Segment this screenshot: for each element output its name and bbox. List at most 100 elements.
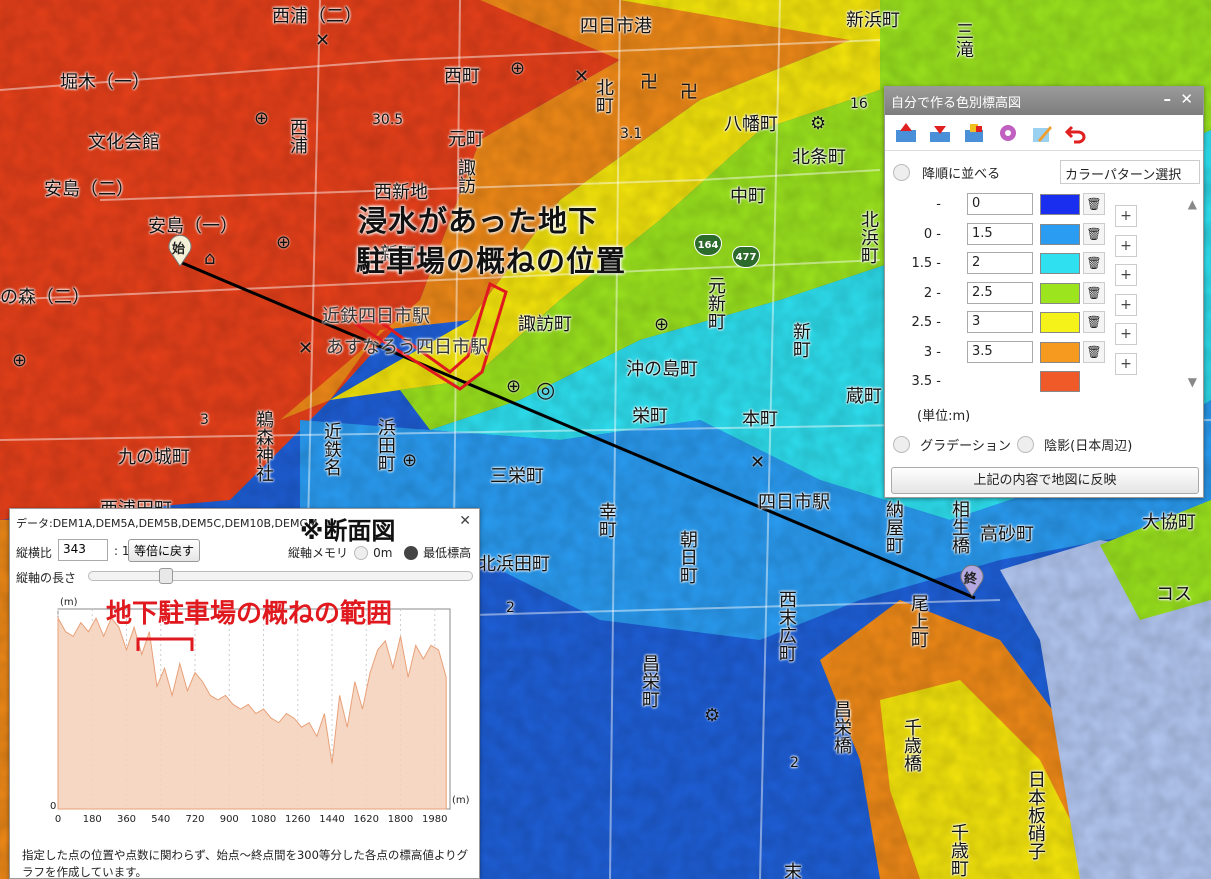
place-label: 北町 bbox=[593, 78, 614, 114]
place-label: 幸町 bbox=[596, 502, 617, 538]
legend-color-swatch[interactable] bbox=[1040, 341, 1080, 363]
station-label: あすなろう四日市駅 bbox=[326, 337, 488, 358]
place-label: 千歳橋 bbox=[901, 718, 922, 772]
x-tick-label: 0 bbox=[55, 814, 61, 825]
place-label: 本町 bbox=[742, 409, 778, 430]
place-label: の森（二） bbox=[0, 287, 90, 308]
place-label: 三栄町 bbox=[490, 466, 544, 487]
elevation-point: 30.5 bbox=[372, 112, 404, 128]
profile-line bbox=[179, 260, 976, 600]
apply-button[interactable]: 上記の内容で地図に反映 bbox=[891, 467, 1199, 494]
route-badge-477: 477 bbox=[732, 246, 760, 268]
legend-upper-input[interactable]: 2 bbox=[967, 252, 1033, 274]
place-label: 三滝 bbox=[953, 22, 974, 58]
elevation-point: 2 bbox=[506, 600, 515, 616]
legend-color-swatch[interactable] bbox=[1040, 253, 1080, 274]
memory-min-label: 最低標高 bbox=[423, 546, 472, 560]
place-label: 尾上町 bbox=[908, 594, 929, 648]
x-tick-label: 1080 bbox=[251, 814, 276, 825]
factory-icon: ⚙ bbox=[704, 705, 721, 726]
scroll-up-icon[interactable]: ▲ bbox=[1187, 197, 1197, 211]
add-row-button[interactable]: + bbox=[1115, 234, 1137, 257]
minimize-icon[interactable]: – bbox=[1163, 90, 1172, 108]
palette-icon[interactable] bbox=[961, 121, 987, 145]
legend-color-swatch[interactable] bbox=[1040, 282, 1080, 304]
vertical-length-slider[interactable] bbox=[88, 568, 473, 584]
trash-icon[interactable]: 🗑 bbox=[1083, 340, 1105, 363]
legend-row: 2.5 - 3 🗑 bbox=[885, 311, 1185, 337]
sort-descending-option[interactable]: 降順に並べる bbox=[893, 163, 1000, 182]
profile-note: 指定した点の位置や点数に関わらず、始点～終点間を300等分した各点の標高値よりグ… bbox=[22, 848, 469, 879]
trash-icon[interactable]: 🗑 bbox=[1083, 281, 1105, 304]
post-office-icon: ⊕ bbox=[654, 314, 670, 335]
x-tick-label: 1980 bbox=[422, 814, 447, 825]
elevation-point: 3.1 bbox=[620, 126, 643, 142]
data-source-label: データ:DEM1A,DEM5A,DEM5B,DEM5C,DEM10B,DEMGM bbox=[16, 517, 318, 530]
start-marker[interactable]: 始 bbox=[167, 234, 193, 267]
x-tick-label: 540 bbox=[151, 814, 170, 825]
end-marker[interactable]: 終 bbox=[959, 564, 985, 597]
memory-min-option[interactable]: 最低標高 bbox=[404, 542, 471, 561]
legend-upper-input[interactable]: 0 bbox=[967, 193, 1033, 215]
legend-upper-input[interactable]: 3 bbox=[967, 311, 1033, 333]
place-label: 沖の島町 bbox=[626, 359, 698, 380]
reset-scale-button[interactable]: 等倍に戻す bbox=[128, 539, 201, 562]
place-label: 新町 bbox=[790, 322, 811, 358]
trash-icon[interactable]: 🗑 bbox=[1083, 193, 1105, 215]
slider-knob[interactable] bbox=[159, 568, 173, 584]
parking-range-annotation: 地下駐車場の概ねの範囲 bbox=[106, 599, 393, 629]
legend-row: 2 - 2.5 🗑 bbox=[885, 281, 1185, 308]
edit-icon[interactable] bbox=[1029, 121, 1055, 145]
place-label: 堀木（一） bbox=[60, 72, 150, 93]
legend-color-swatch[interactable] bbox=[1040, 194, 1080, 215]
upload-icon[interactable] bbox=[893, 121, 919, 145]
add-row-button[interactable]: + bbox=[1115, 264, 1137, 286]
place-label: 末 bbox=[784, 862, 802, 879]
shade-option[interactable]: 陰影(日本周辺) bbox=[1017, 435, 1132, 454]
gradation-option[interactable]: グラデーション bbox=[893, 435, 1011, 454]
post-office-icon: ⊕ bbox=[12, 350, 28, 371]
legend-color-swatch[interactable] bbox=[1040, 371, 1080, 392]
route-badge-164: 164 bbox=[694, 234, 722, 256]
scroll-down-icon[interactable]: ▼ bbox=[1187, 375, 1197, 389]
legend-color-swatch[interactable] bbox=[1040, 312, 1080, 333]
color-pattern-select[interactable]: カラーパターン選択 bbox=[1060, 160, 1200, 184]
add-row-button[interactable]: + bbox=[1115, 352, 1137, 375]
trash-icon[interactable]: 🗑 bbox=[1083, 222, 1105, 245]
place-label: 大協町 bbox=[1142, 512, 1196, 533]
place-label: 蔵町 bbox=[846, 386, 882, 407]
add-row-button[interactable]: + bbox=[1115, 293, 1137, 316]
download-icon[interactable] bbox=[927, 121, 953, 145]
place-label: 西浦 bbox=[287, 118, 308, 154]
aspect-suffix: : 1 bbox=[114, 544, 130, 558]
memory-0m-option[interactable]: 0m bbox=[354, 542, 392, 561]
add-row-button[interactable]: + bbox=[1115, 323, 1137, 345]
place-label: 相生橋 bbox=[949, 500, 970, 554]
trash-icon[interactable]: 🗑 bbox=[1083, 252, 1105, 274]
elevation-point: 16 bbox=[850, 96, 868, 112]
trash-icon[interactable]: 🗑 bbox=[1083, 311, 1105, 333]
elevation-area bbox=[57, 616, 447, 810]
sort-radio[interactable] bbox=[893, 164, 910, 181]
post-office-icon: ⊕ bbox=[510, 58, 526, 79]
undo-icon[interactable] bbox=[1063, 121, 1089, 145]
legend-upper-input[interactable]: 2.5 bbox=[967, 281, 1033, 304]
legend-color-swatch[interactable] bbox=[1040, 223, 1080, 245]
gear-icon[interactable] bbox=[995, 121, 1021, 145]
close-icon[interactable]: ✕ bbox=[1180, 90, 1193, 108]
add-row-button[interactable]: + bbox=[1115, 205, 1137, 227]
place-label: 千歳町 bbox=[948, 823, 969, 877]
end-marker-label: 終 bbox=[964, 572, 978, 587]
place-label: 昌栄橋 bbox=[831, 700, 852, 754]
memory-min-radio[interactable] bbox=[404, 545, 418, 560]
gradation-radio[interactable] bbox=[893, 436, 910, 453]
memory-0m-radio[interactable] bbox=[354, 545, 368, 560]
x-tick-label: 900 bbox=[220, 814, 239, 825]
legend-upper-input[interactable]: 1.5 bbox=[967, 222, 1033, 245]
aspect-input[interactable]: 343 bbox=[58, 539, 108, 561]
close-icon[interactable]: ✕ bbox=[459, 513, 471, 529]
shade-radio[interactable] bbox=[1017, 436, 1034, 453]
station-label: 四日市駅 bbox=[758, 492, 830, 513]
place-label: 昌栄町 bbox=[639, 654, 660, 708]
legend-upper-input[interactable]: 3.5 bbox=[967, 340, 1033, 363]
